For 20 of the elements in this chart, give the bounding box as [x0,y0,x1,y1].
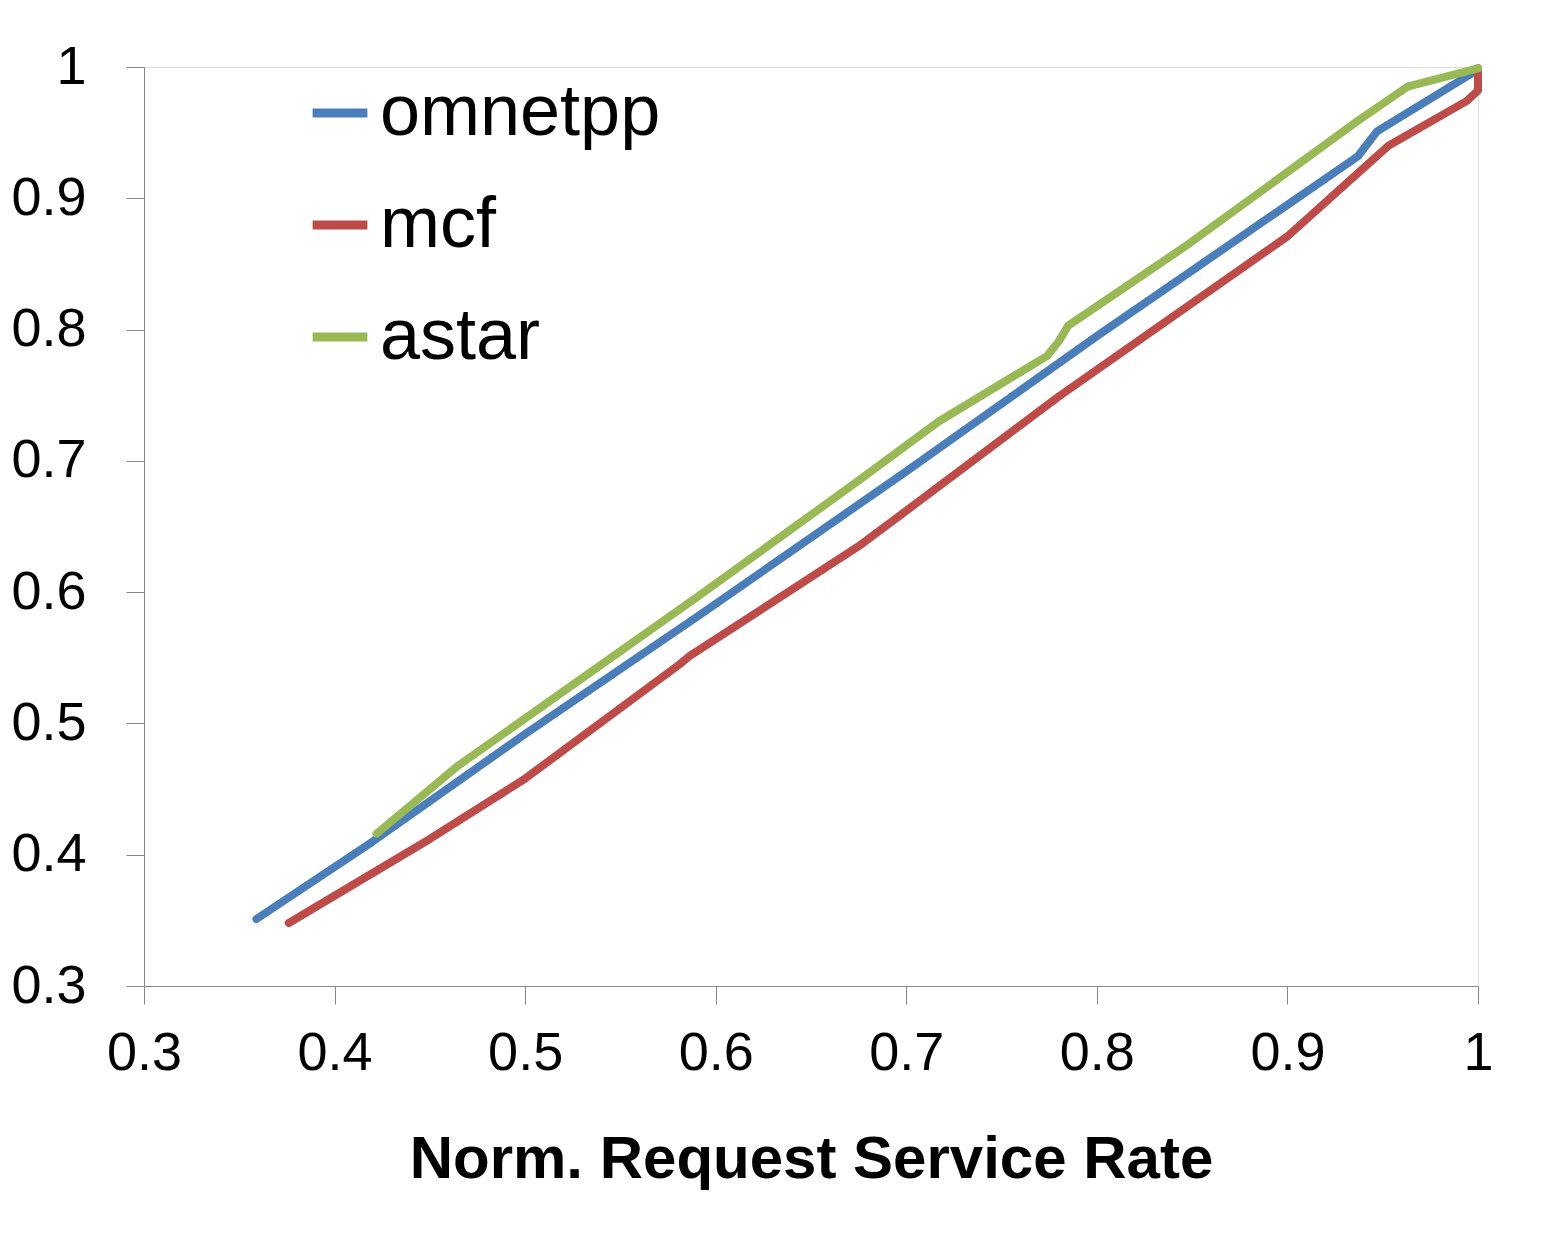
x-tick-label: 0.5 [488,1020,564,1081]
x-axis-title: Norm. Request Service Rate [409,1123,1214,1191]
y-tick-label: 0.6 [11,559,87,620]
x-tick-label: 0.9 [1250,1020,1326,1081]
y-tick-label: 0.9 [11,165,87,226]
legend-label: omnetpp [380,70,661,150]
x-tick-label: 0.6 [678,1020,754,1081]
x-tick-label: 0.8 [1059,1020,1135,1081]
x-tick-label: 0.4 [297,1020,373,1081]
x-tick-label: 0.7 [869,1020,945,1081]
y-tick-label: 1 [56,34,87,95]
legend-label: mcf [380,182,497,262]
y-tick-label: 0.5 [11,690,87,751]
y-tick-label: 0.3 [11,953,87,1014]
y-tick-label: 0.8 [11,297,87,358]
y-tick-label: 0.4 [11,822,87,883]
y-tick-label: 0.7 [11,428,87,489]
legend-label: astar [380,294,541,374]
x-tick-label: 0.3 [106,1020,183,1081]
x-tick-label: 1 [1463,1020,1494,1081]
